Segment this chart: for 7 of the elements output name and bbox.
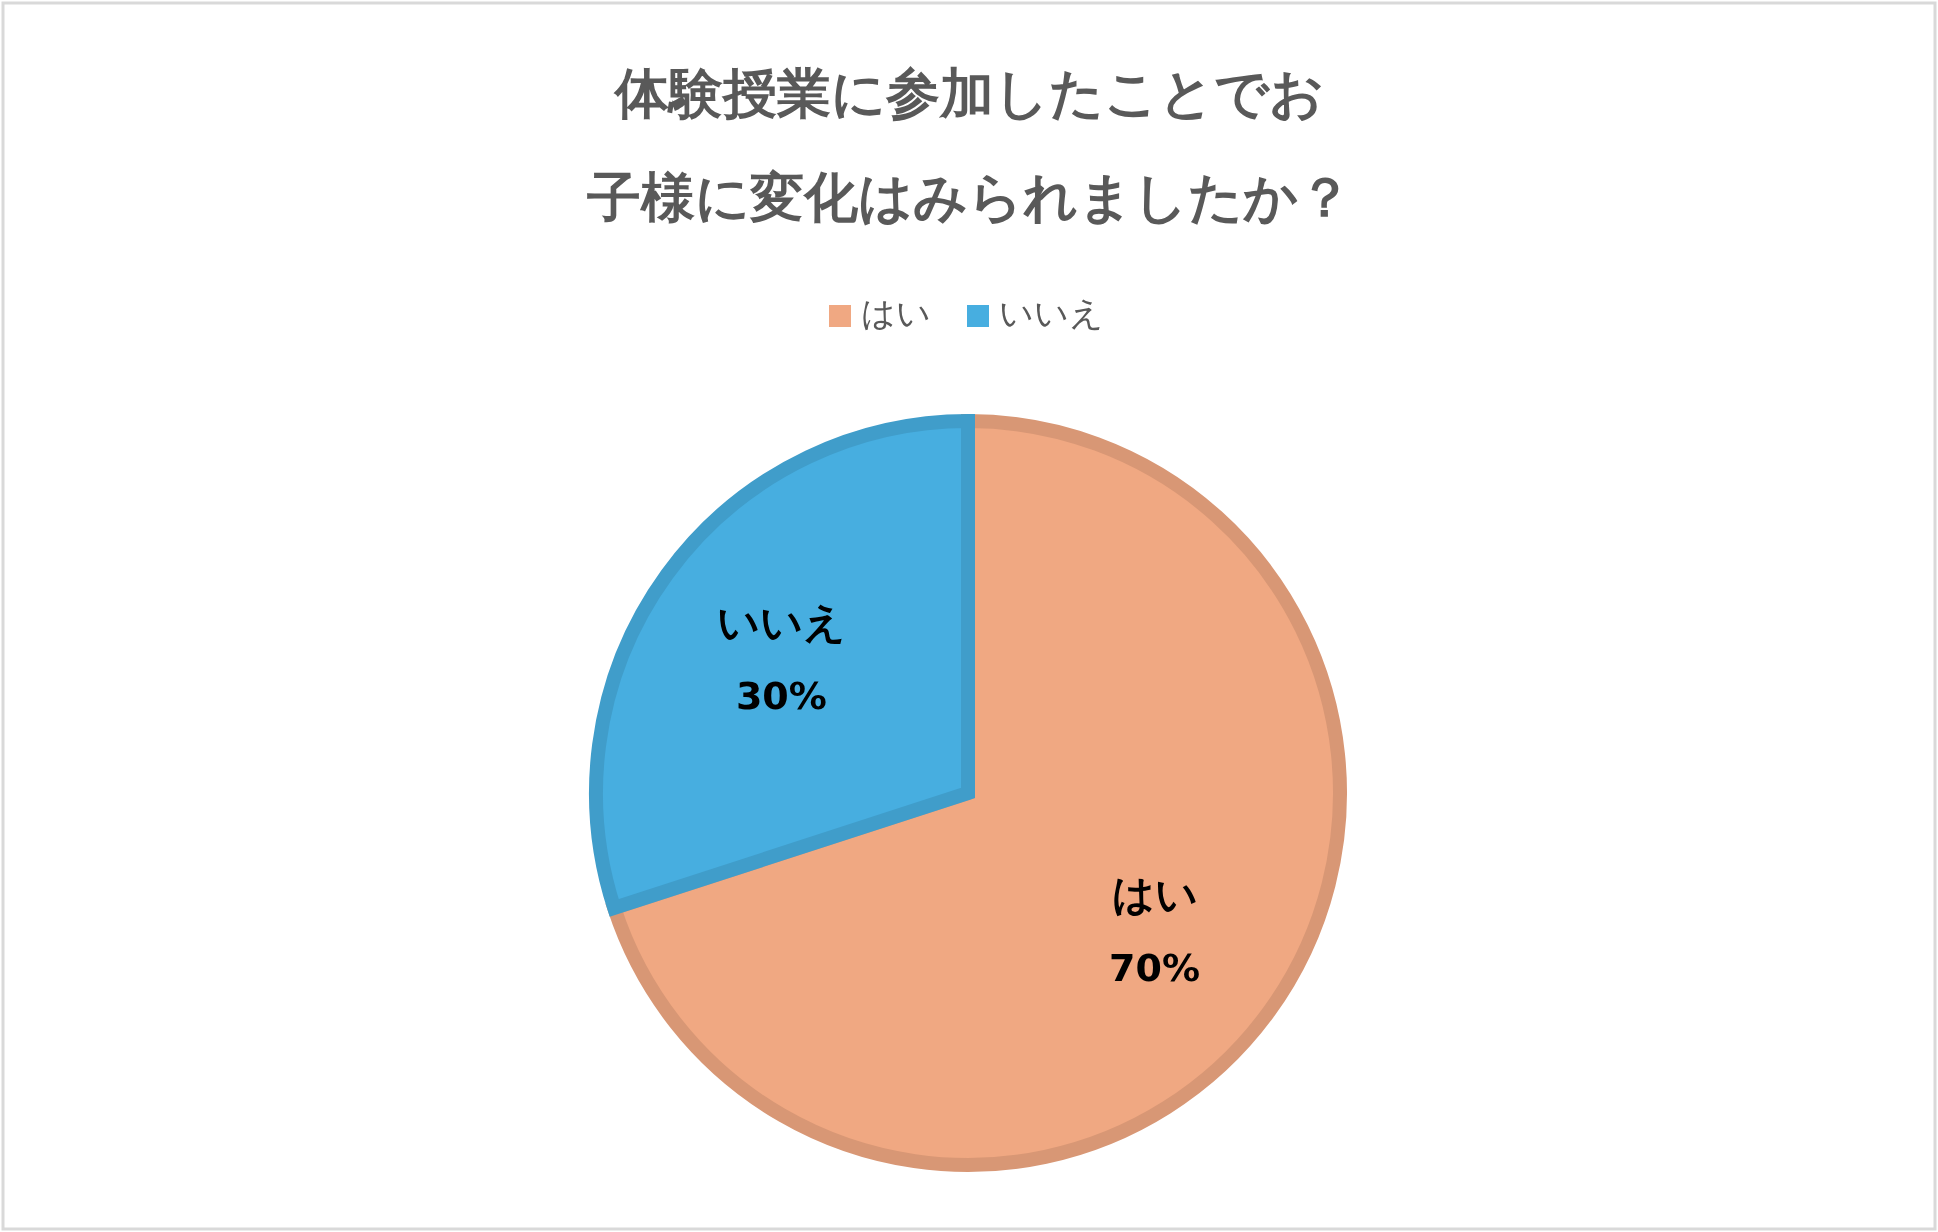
- data-label: 30%: [735, 674, 827, 719]
- legend-label: いいえ: [999, 293, 1104, 333]
- chart-title: 体験授業に参加したことでお子様に変化はみられましたか？: [586, 62, 1352, 229]
- slice-label: いいえ: [716, 598, 846, 648]
- data-label: 70%: [1109, 945, 1201, 990]
- slice-label: はい: [1111, 869, 1198, 919]
- legend-label: はい: [861, 293, 931, 333]
